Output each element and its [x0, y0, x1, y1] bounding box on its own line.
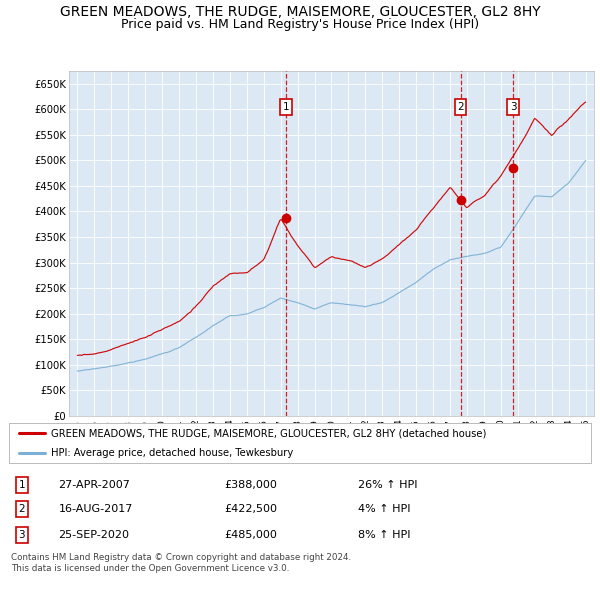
Text: 1: 1: [283, 102, 289, 112]
Text: 1: 1: [19, 480, 25, 490]
Text: Price paid vs. HM Land Registry's House Price Index (HPI): Price paid vs. HM Land Registry's House …: [121, 18, 479, 31]
Text: 2: 2: [457, 102, 464, 112]
Text: 3: 3: [510, 102, 517, 112]
Text: 2: 2: [19, 504, 25, 514]
Text: Contains HM Land Registry data © Crown copyright and database right 2024.
This d: Contains HM Land Registry data © Crown c…: [11, 553, 351, 573]
Text: 26% ↑ HPI: 26% ↑ HPI: [358, 480, 418, 490]
Text: £388,000: £388,000: [224, 480, 277, 490]
Text: 25-SEP-2020: 25-SEP-2020: [58, 530, 130, 540]
Text: 4% ↑ HPI: 4% ↑ HPI: [358, 504, 410, 514]
Text: 27-APR-2007: 27-APR-2007: [58, 480, 130, 490]
Text: HPI: Average price, detached house, Tewkesbury: HPI: Average price, detached house, Tewk…: [51, 448, 293, 458]
Text: 8% ↑ HPI: 8% ↑ HPI: [358, 530, 410, 540]
Text: GREEN MEADOWS, THE RUDGE, MAISEMORE, GLOUCESTER, GL2 8HY (detached house): GREEN MEADOWS, THE RUDGE, MAISEMORE, GLO…: [51, 428, 486, 438]
Text: £422,500: £422,500: [224, 504, 277, 514]
Text: GREEN MEADOWS, THE RUDGE, MAISEMORE, GLOUCESTER, GL2 8HY: GREEN MEADOWS, THE RUDGE, MAISEMORE, GLO…: [59, 5, 541, 19]
Text: 16-AUG-2017: 16-AUG-2017: [58, 504, 133, 514]
Text: 3: 3: [19, 530, 25, 540]
Text: £485,000: £485,000: [224, 530, 277, 540]
